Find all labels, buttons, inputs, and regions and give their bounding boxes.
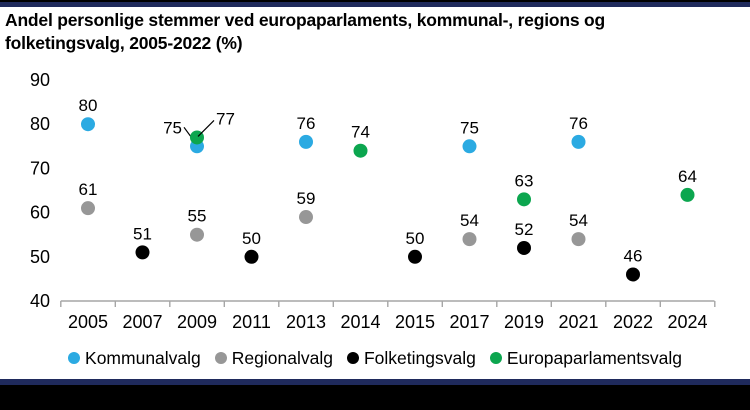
data-label-folketingsvalg-2011: 50 xyxy=(242,229,261,248)
legend-marker-kommunalvalg xyxy=(68,352,81,364)
legend-marker-europaparlamentsvalg xyxy=(489,352,502,364)
callout-line-right xyxy=(197,120,215,137)
point-folketingsvalg-2019 xyxy=(517,240,531,255)
data-label-regionalvalg-2017: 54 xyxy=(460,211,479,230)
point-europaparlamentsvalg-2014 xyxy=(353,143,368,158)
point-folketingsvalg-2011 xyxy=(244,249,259,264)
y-tick-label-90: 90 xyxy=(30,70,50,90)
y-tick-label-40: 40 xyxy=(30,291,50,311)
x-tick-label-2024: 2024 xyxy=(667,312,707,332)
data-label-regionalvalg-2005: 61 xyxy=(79,180,98,199)
point-regionalvalg-2017 xyxy=(462,232,477,247)
x-tick-label-2017: 2017 xyxy=(449,312,489,332)
x-tick-label-2014: 2014 xyxy=(340,312,380,332)
top-border-black xyxy=(0,0,750,2)
point-kommunalvalg-2017 xyxy=(462,139,477,154)
x-tick-label-2007: 2007 xyxy=(122,312,162,332)
data-label-europaparlamentsvalg-2014: 74 xyxy=(351,123,370,142)
data-label-kommunalvalg-2005: 80 xyxy=(79,96,98,115)
point-folketingsvalg-2022 xyxy=(626,267,640,282)
legend-item-kommunalvalg: Kommunalvalg xyxy=(68,348,201,369)
data-label-regionalvalg-2009: 55 xyxy=(188,207,207,226)
data-label-europaparlamentsvalg-2009: 77 xyxy=(216,109,235,128)
x-tick-label-2019: 2019 xyxy=(504,312,544,332)
point-regionalvalg-2013 xyxy=(299,210,313,225)
x-tick-label-2015: 2015 xyxy=(395,312,435,332)
x-tick-label-2005: 2005 xyxy=(68,312,108,332)
point-regionalvalg-2009 xyxy=(190,227,204,242)
data-label-folketingsvalg-2015: 50 xyxy=(406,229,425,248)
x-tick-label-2013: 2013 xyxy=(286,312,326,332)
data-label-kommunalvalg-2009: 75 xyxy=(163,118,182,137)
chart-title: Andel personlige stemmer ved europaparla… xyxy=(5,9,725,55)
legend-label-europaparlamentsvalg: Europaparlamentsvalg xyxy=(506,347,682,368)
legend-item-regionalvalg: Regionalvalg xyxy=(214,347,333,369)
legend-item-folketingsvalg: Folketingsvalg xyxy=(346,347,476,369)
data-label-europaparlamentsvalg-2019: 63 xyxy=(515,171,534,190)
chart-title-line2: folketingsvalg, 2005-2022 (%) xyxy=(5,33,243,53)
legend-marker-folketingsvalg xyxy=(346,352,359,364)
y-tick-label-60: 60 xyxy=(30,203,50,223)
top-border-navy xyxy=(0,2,750,7)
point-regionalvalg-2005 xyxy=(81,201,95,216)
legend-item-europaparlamentsvalg: Europaparlamentsvalg xyxy=(489,347,682,369)
point-europaparlamentsvalg-2019 xyxy=(517,192,531,207)
y-tick-label-50: 50 xyxy=(30,247,50,267)
legend-marker-regionalvalg xyxy=(214,352,227,364)
point-regionalvalg-2021 xyxy=(571,232,586,247)
data-label-folketingsvalg-2019: 52 xyxy=(515,220,534,239)
x-tick-label-2022: 2022 xyxy=(613,312,653,332)
y-tick-label-70: 70 xyxy=(30,158,50,178)
data-label-folketingsvalg-2007: 51 xyxy=(133,224,152,243)
x-tick-label-2009: 2009 xyxy=(177,312,217,332)
legend-label-kommunalvalg: Kommunalvalg xyxy=(85,347,201,368)
y-tick-label-80: 80 xyxy=(30,114,50,134)
point-folketingsvalg-2007 xyxy=(135,245,150,260)
bottom-border-black xyxy=(0,385,750,410)
data-label-kommunalvalg-2021: 76 xyxy=(569,114,588,133)
data-label-folketingsvalg-2022: 46 xyxy=(624,246,643,265)
legend-label-regionalvalg: Regionalvalg xyxy=(231,347,333,368)
plot-area: 40 50 60 70 80 90 2005 2007 2009 2011 2013 2014 2015… xyxy=(30,70,716,332)
point-europaparlamentsvalg-2024 xyxy=(680,187,695,202)
data-label-regionalvalg-2013: 59 xyxy=(297,189,316,208)
x-tick-label-2011: 2011 xyxy=(232,312,271,332)
point-kommunalvalg-2005 xyxy=(81,117,95,132)
legend-label-folketingsvalg: Folketingsvalg xyxy=(363,347,476,368)
data-label-kommunalvalg-2017: 75 xyxy=(460,118,479,137)
point-folketingsvalg-2015 xyxy=(408,249,422,264)
legend: Kommunalvalg Regionalvalg Folketingsvalg Eu… xyxy=(0,347,750,369)
point-kommunalvalg-2021 xyxy=(571,134,586,149)
data-label-europaparlamentsvalg-2024: 64 xyxy=(678,167,697,186)
data-label-regionalvalg-2021: 54 xyxy=(569,211,588,230)
bottom-border-navy xyxy=(0,379,750,385)
chart-title-line1: Andel personlige stemmer ved europaparla… xyxy=(5,10,606,30)
point-kommunalvalg-2013 xyxy=(299,134,313,149)
x-tick-label-2021: 2021 xyxy=(558,312,598,332)
data-label-kommunalvalg-2013: 76 xyxy=(297,114,316,133)
